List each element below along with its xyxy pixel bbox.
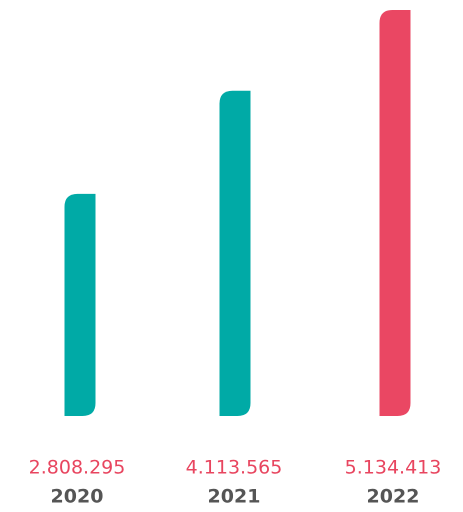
value-label: 5.134.413: [345, 457, 442, 479]
category-label: 2020: [51, 486, 104, 508]
value-label: 4.113.565: [186, 457, 283, 479]
bar: [219, 90, 251, 417]
bar: [379, 10, 411, 416]
value-label: 2.808.295: [29, 457, 126, 479]
category-label: 2022: [367, 486, 420, 508]
category-label: 2021: [208, 486, 261, 508]
bar: [64, 193, 96, 416]
